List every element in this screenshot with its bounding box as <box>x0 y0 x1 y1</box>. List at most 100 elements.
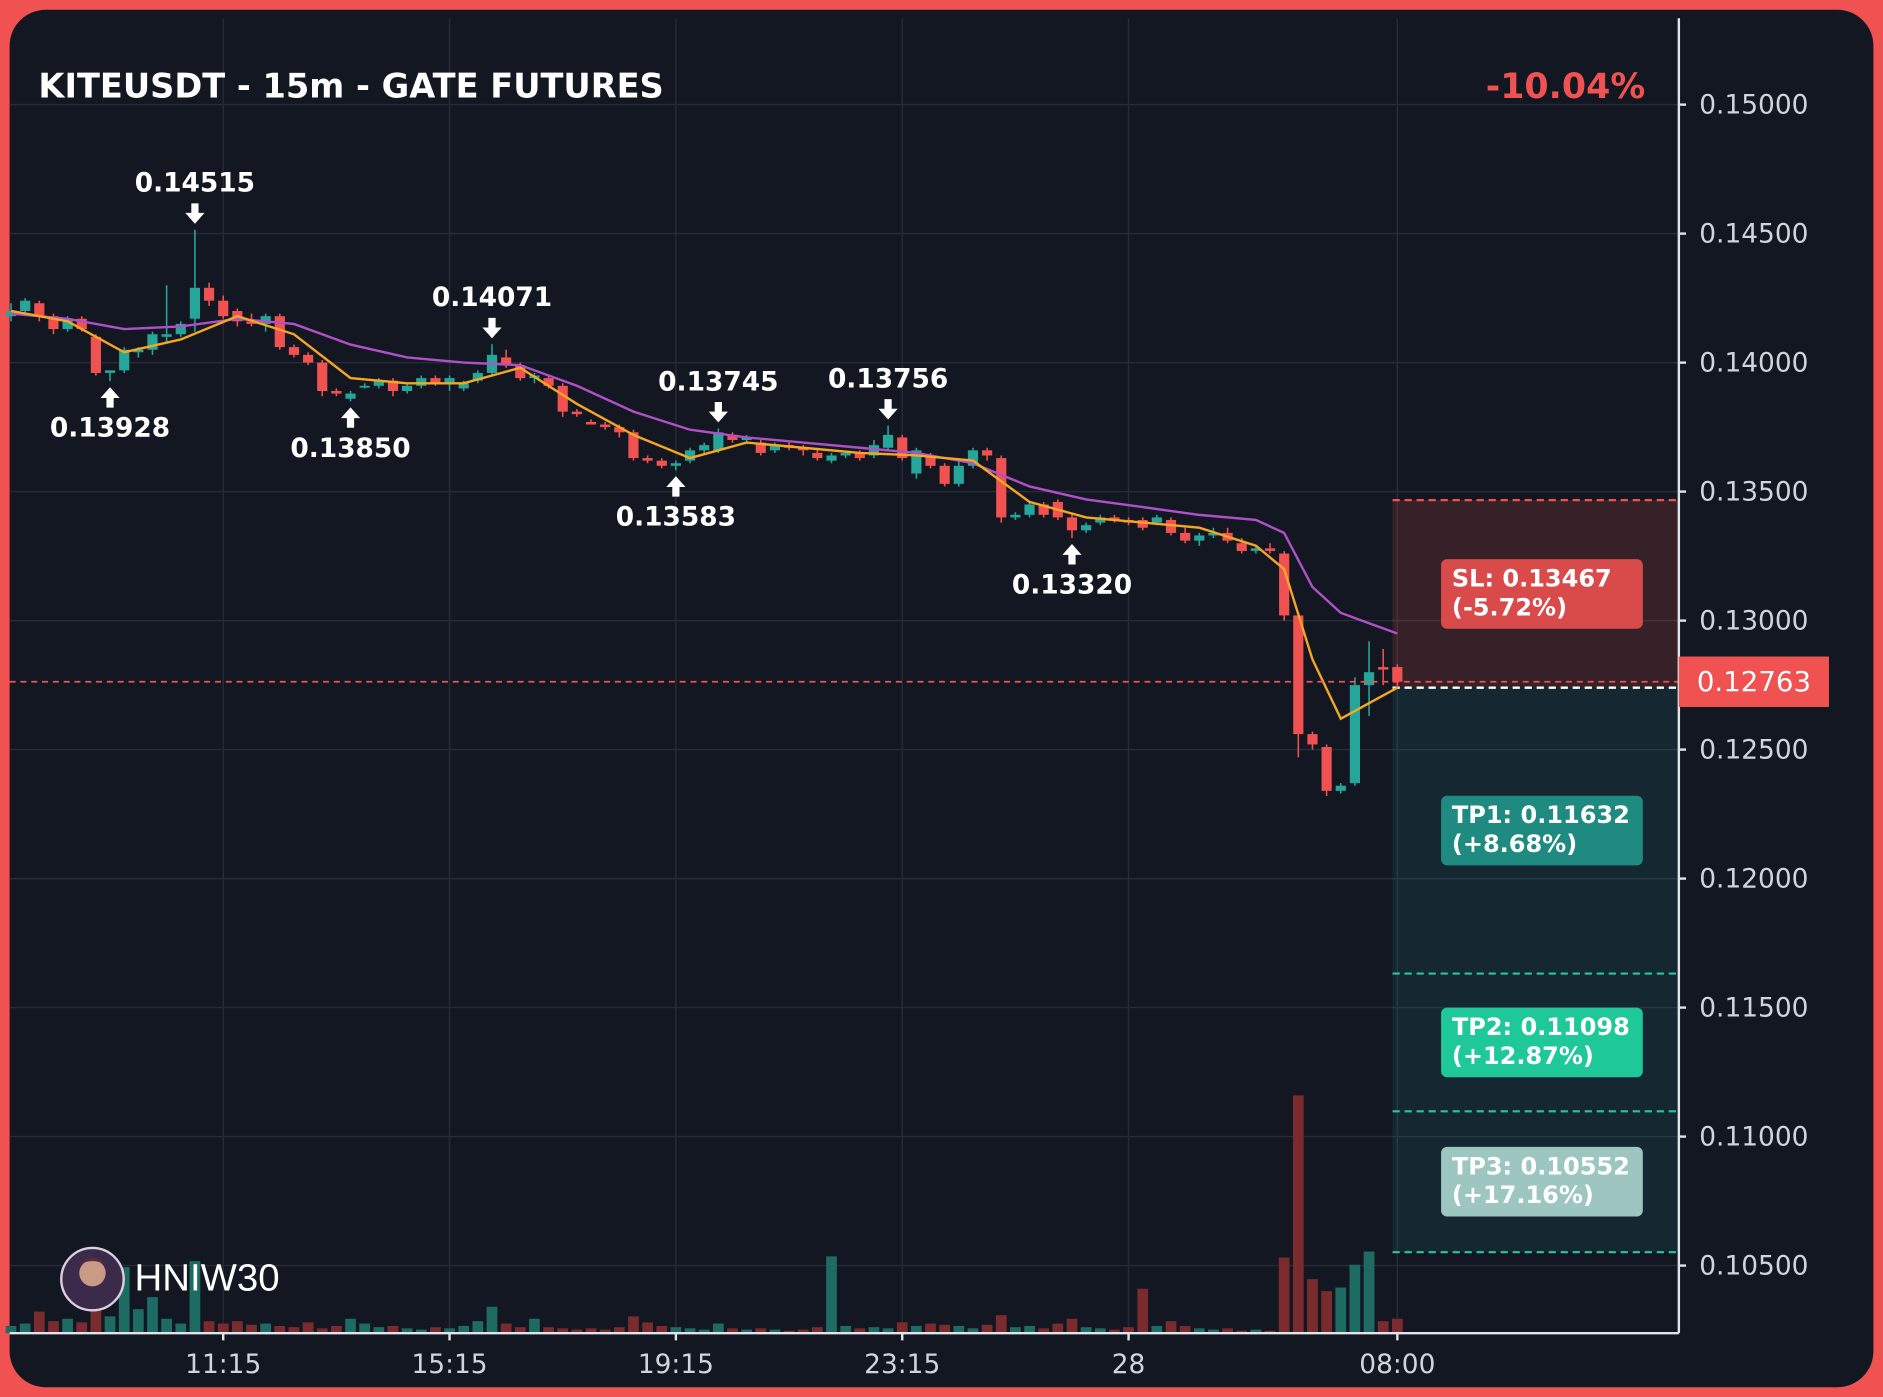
candle-body <box>218 300 229 317</box>
candle-body <box>203 287 215 301</box>
volume-bar <box>684 1328 696 1334</box>
author-badge: HNIW30 <box>60 1246 280 1312</box>
arrow-down <box>185 203 205 224</box>
high-label: 0.14071 <box>432 282 552 313</box>
volume-bar <box>76 1322 88 1334</box>
candle-body <box>402 385 413 391</box>
volume-bar <box>514 1327 526 1334</box>
change-percent: -10.04% <box>1486 67 1645 107</box>
candle-body <box>302 354 314 363</box>
volume-bar <box>274 1325 286 1334</box>
volume-bar <box>203 1321 215 1334</box>
volume-bar <box>712 1323 724 1334</box>
candle-body <box>288 347 300 355</box>
candle-body <box>642 458 653 461</box>
avatar-face <box>79 1259 106 1287</box>
candle-body <box>939 465 950 484</box>
candle-body <box>982 450 993 456</box>
volume-bar <box>698 1329 710 1334</box>
volume-bar <box>33 1311 45 1334</box>
volume-bar <box>840 1325 852 1334</box>
plot-layer <box>5 229 1679 797</box>
volume-bar <box>925 1323 936 1334</box>
candle-body <box>798 447 809 451</box>
candle-body <box>501 357 512 366</box>
candle-body <box>1137 519 1148 528</box>
volume-bar <box>19 1323 31 1334</box>
level-label: TP1: 0.11632 <box>1452 801 1630 829</box>
candle-body <box>147 334 158 350</box>
volume-bar <box>797 1329 809 1334</box>
volume-bar <box>472 1321 484 1334</box>
candle-body <box>741 437 752 441</box>
level-box <box>1441 559 1643 629</box>
volume-bar <box>995 1315 1007 1334</box>
volume-bar <box>132 1309 144 1334</box>
volume-bar <box>104 1316 116 1334</box>
candle-body <box>557 385 568 412</box>
candle-body <box>515 365 526 379</box>
y-tick-label: 0.14500 <box>1699 218 1808 249</box>
candle-body <box>1307 734 1318 745</box>
candle-body <box>90 336 101 373</box>
candle-body <box>1024 504 1035 515</box>
candle-body <box>246 321 257 324</box>
volume-bar <box>345 1318 356 1334</box>
volume-bar <box>359 1323 371 1334</box>
candle-body <box>755 442 766 453</box>
volume-bar <box>1123 1327 1134 1334</box>
volume-bar <box>1349 1264 1361 1334</box>
y-tick-label: 0.11000 <box>1699 1121 1808 1152</box>
candle-body <box>543 378 554 386</box>
candle-body <box>656 460 667 466</box>
volume-bar <box>1208 1329 1219 1334</box>
axis-labels: 0.10500 0.11000 0.11500 0.12000 0.12500 0.130… <box>185 89 1829 1380</box>
volume-bar <box>1179 1325 1191 1334</box>
candle-body <box>840 452 851 456</box>
candle-body <box>119 349 130 371</box>
volume-bar <box>331 1325 342 1334</box>
candle-body <box>472 372 483 381</box>
arrow-up <box>100 387 120 408</box>
volume-bar <box>557 1328 569 1334</box>
volume-bar <box>217 1323 229 1334</box>
volume-bar <box>642 1322 653 1334</box>
high-label: 0.14515 <box>135 168 255 199</box>
volume-bar <box>854 1328 866 1334</box>
volume-bar <box>500 1323 512 1334</box>
candle-body <box>1010 514 1021 518</box>
candle-body <box>1151 517 1162 523</box>
candle-body <box>868 445 880 456</box>
volume-bar <box>316 1328 328 1334</box>
candle-body <box>1038 504 1049 515</box>
candle-body <box>5 311 17 317</box>
volume-bar <box>910 1325 922 1334</box>
candle-body <box>1250 548 1261 551</box>
candle-body <box>20 300 31 312</box>
grid <box>9 18 1679 1334</box>
low-label: 0.13850 <box>290 433 410 464</box>
arrow-down <box>708 401 728 423</box>
candle-body <box>274 316 285 348</box>
candle-body <box>175 323 186 335</box>
volume-bar <box>1363 1251 1375 1334</box>
candle-body <box>260 316 271 324</box>
candle-body <box>359 385 370 388</box>
volume-bar <box>967 1328 979 1334</box>
candle-body <box>1349 685 1360 784</box>
candle-body <box>458 383 469 389</box>
volume-bar <box>628 1316 639 1334</box>
candle-body <box>953 465 964 484</box>
x-tick-label: 11:15 <box>185 1349 261 1380</box>
candle-body <box>34 303 45 317</box>
volume-bar <box>755 1328 767 1334</box>
volume-bar <box>175 1323 187 1334</box>
volume-bar <box>543 1327 554 1334</box>
volume-bar <box>1321 1291 1332 1334</box>
arrow-up <box>1062 544 1082 565</box>
volume-bar <box>896 1322 908 1334</box>
volume-bar <box>246 1324 257 1334</box>
low-label: 0.13320 <box>1012 570 1132 601</box>
volume-bar <box>415 1329 427 1334</box>
last-price-tag <box>1678 656 1829 707</box>
